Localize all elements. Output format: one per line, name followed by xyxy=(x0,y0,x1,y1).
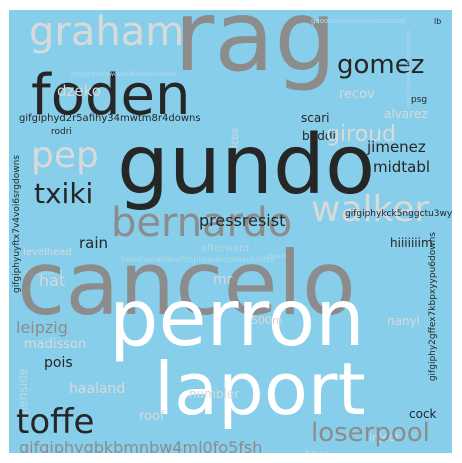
word: bernardo xyxy=(111,200,293,246)
word: cancelo xyxy=(17,232,356,335)
word: gundo xyxy=(117,118,376,213)
word: levelhead xyxy=(23,247,72,258)
word: bruv xyxy=(305,450,328,454)
word: graham xyxy=(29,10,185,55)
word: haaland xyxy=(69,381,126,397)
word: buddi xyxy=(302,129,336,143)
word: dzeko xyxy=(57,82,101,100)
word: lb xyxy=(434,17,442,26)
word: psg xyxy=(411,95,428,105)
word: cock xyxy=(409,407,437,421)
word: nanyl xyxy=(387,314,420,328)
word-cloud: rag graham gooooooooooooooooooood lb fod… xyxy=(9,10,452,453)
word: mendi xyxy=(267,253,286,260)
word: recov xyxy=(339,87,375,102)
word: gifgiphyusfwwcah9j6l0ex0y2downs xyxy=(71,71,178,78)
word: gomez xyxy=(337,50,425,80)
word: pois xyxy=(44,355,73,371)
word: gulfn7v0zexa4ncfbfr6xmgbde9 xyxy=(406,30,412,109)
word: jimenez xyxy=(367,138,426,156)
word: gifgiphy2gffex7kbpxyypu6downs xyxy=(428,232,438,382)
word: leipzig xyxy=(16,318,68,337)
word: txiki xyxy=(34,177,94,210)
word: hahahahahahahtspisuperconesulstitte xyxy=(121,255,275,264)
word: foden xyxy=(31,63,191,128)
word: mr xyxy=(213,272,233,288)
word: giroud xyxy=(326,122,397,147)
word: gooooooooooooooooooood xyxy=(311,17,406,25)
word: rag xyxy=(174,10,337,94)
word: rain xyxy=(79,234,109,252)
word: afterward xyxy=(201,243,250,254)
word: 500m xyxy=(251,314,283,327)
word: humbler xyxy=(189,387,240,401)
word: hat xyxy=(39,271,66,290)
word: loserpool xyxy=(311,418,430,448)
word: scari xyxy=(301,111,330,125)
word: roof xyxy=(139,409,165,424)
word: hiiiiiiim xyxy=(390,236,433,250)
word: walker xyxy=(311,189,430,230)
word: perron xyxy=(109,274,365,364)
word: goldbladd xyxy=(23,268,63,277)
word: lcbs xyxy=(230,128,241,148)
word: inject xyxy=(369,431,400,444)
word: pep xyxy=(31,135,99,176)
word: gifgiphyd2r5afihy34mwtm8r4downs xyxy=(19,113,201,124)
word: alvarez xyxy=(384,107,428,121)
word: gifgiphygbkbmnbw4ml0fo5fsh xyxy=(19,438,263,454)
word: laport xyxy=(154,347,366,431)
word: rodri xyxy=(51,127,72,137)
word: midtabl xyxy=(373,158,431,176)
word: toffe xyxy=(16,402,95,442)
word: gifgiphykck5nggctu3wygpfzldowns xyxy=(345,209,452,219)
word: pressresist xyxy=(199,211,286,230)
word: madisson xyxy=(24,337,87,352)
